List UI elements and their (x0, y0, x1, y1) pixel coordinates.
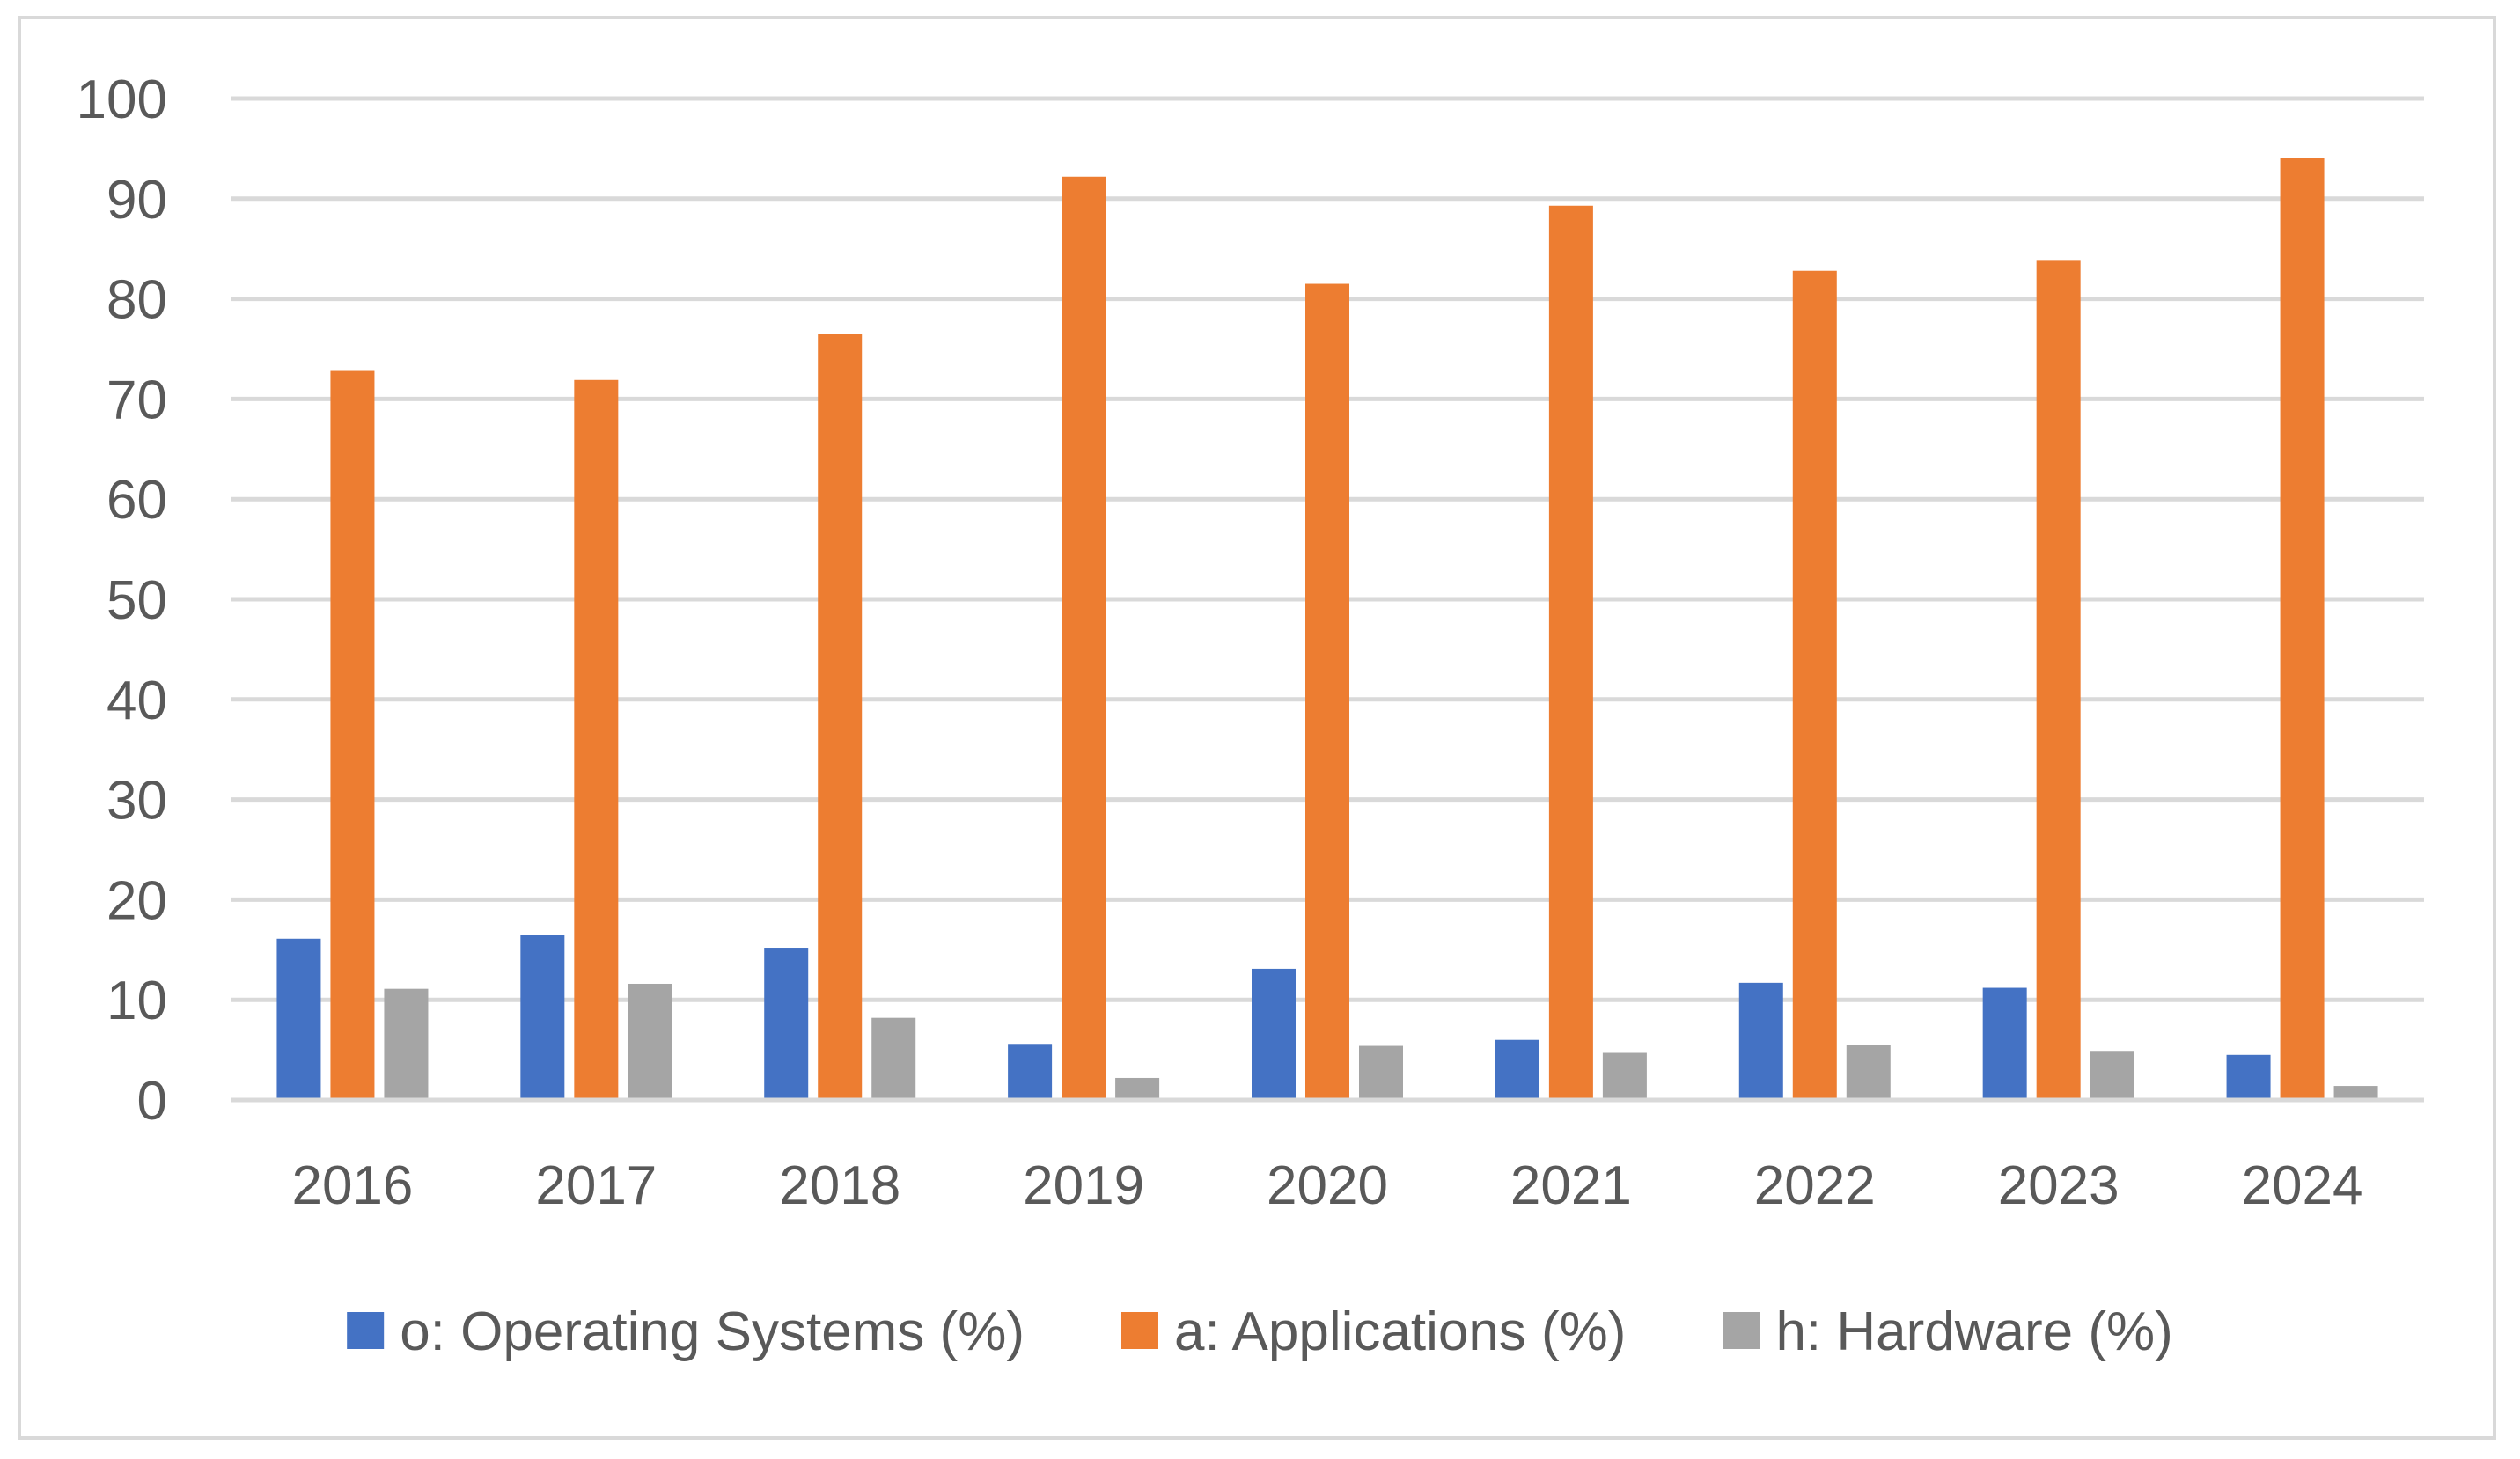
bar-2019-series-2 (1062, 176, 1106, 1100)
bar-2019-series-1 (1008, 1044, 1053, 1100)
bar-2017-series-1 (520, 935, 565, 1100)
y-tick-label-0: 0 (137, 1071, 167, 1132)
legend-label-2: a: Applications (%) (1174, 1301, 1626, 1362)
bar-2019-series-3 (1115, 1077, 1160, 1100)
bar-2024-series-1 (2226, 1054, 2271, 1100)
y-tick-label-10: 10 (107, 971, 167, 1031)
y-axis-tick-labels: 0 10 20 30 40 50 60 70 80 90 100 (77, 70, 167, 1132)
x-tick-label-2019: 2019 (1023, 1155, 1144, 1216)
bar-2021-series-2 (1548, 205, 1593, 1101)
legend-swatch-2 (1120, 1312, 1158, 1349)
y-tick-label-60: 60 (107, 470, 167, 531)
y-tick-label-80: 80 (107, 270, 167, 331)
bar-2021-series-1 (1495, 1039, 1539, 1100)
bar-2018-series-2 (818, 334, 863, 1100)
bar-2021-series-3 (1602, 1052, 1647, 1100)
bars (276, 158, 2378, 1101)
y-tick-label-100: 100 (77, 70, 167, 130)
x-axis-tick-labels: 2016 2017 2018 2019 2020 2021 2022 2023 2024 (291, 1155, 2362, 1216)
bar-2018-series-3 (871, 1017, 916, 1100)
bar-2022-series-1 (1738, 982, 1783, 1100)
bar-2020-series-1 (1252, 968, 1296, 1100)
x-tick-label-2021: 2021 (1510, 1155, 1632, 1216)
x-tick-label-2023: 2023 (1998, 1155, 2120, 1216)
y-tick-label-20: 20 (107, 870, 167, 931)
bar-2022-series-2 (1792, 270, 1837, 1101)
bar-2016-series-1 (276, 938, 321, 1100)
bar-2020-series-3 (1359, 1045, 1403, 1100)
x-tick-label-2016: 2016 (291, 1155, 413, 1216)
legend-swatch-1 (347, 1312, 385, 1349)
bar-2024-series-3 (2333, 1086, 2378, 1100)
x-tick-label-2022: 2022 (1754, 1155, 1876, 1216)
bar-2024-series-2 (2280, 158, 2325, 1101)
bar-2016-series-3 (384, 988, 429, 1100)
y-tick-label-70: 70 (107, 370, 167, 430)
bar-2017-series-2 (574, 379, 619, 1100)
bar-2018-series-1 (764, 948, 809, 1100)
y-tick-label-50: 50 (107, 570, 167, 631)
y-tick-label-40: 40 (107, 671, 167, 731)
legend-item-1: o: Operating Systems (%) (347, 1301, 1025, 1362)
legend-item-2: a: Applications (%) (1120, 1301, 1626, 1362)
x-tick-label-2017: 2017 (535, 1155, 657, 1216)
bar-2023-series-1 (1982, 987, 2027, 1100)
bar-2020-series-2 (1305, 283, 1349, 1100)
bar-2022-series-3 (1846, 1045, 1891, 1100)
legend-swatch-3 (1723, 1312, 1760, 1349)
x-tick-label-2018: 2018 (779, 1155, 900, 1216)
legend-label-1: o: Operating Systems (%) (400, 1301, 1025, 1362)
chart-frame (18, 16, 2496, 1440)
bar-2023-series-3 (2090, 1051, 2134, 1100)
legend: o: Operating Systems (%) a: Applications … (347, 1301, 2173, 1362)
legend-label-3: h: Hardware (%) (1775, 1301, 2172, 1362)
x-tick-label-2020: 2020 (1267, 1155, 1388, 1216)
y-tick-label-30: 30 (107, 771, 167, 832)
bar-2023-series-2 (2036, 260, 2081, 1101)
bar-2017-series-3 (628, 983, 672, 1100)
y-tick-label-90: 90 (107, 170, 167, 231)
legend-item-3: h: Hardware (%) (1723, 1301, 2173, 1362)
bar-2016-series-2 (330, 370, 375, 1100)
x-tick-label-2024: 2024 (2242, 1155, 2363, 1216)
